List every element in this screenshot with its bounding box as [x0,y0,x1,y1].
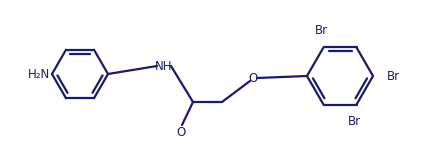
Text: Br: Br [387,69,400,83]
Text: Br: Br [348,115,361,128]
Text: H₂N: H₂N [28,67,50,81]
Text: NH: NH [155,59,173,73]
Text: O: O [176,126,186,138]
Text: O: O [249,71,258,85]
Text: Br: Br [315,24,328,37]
